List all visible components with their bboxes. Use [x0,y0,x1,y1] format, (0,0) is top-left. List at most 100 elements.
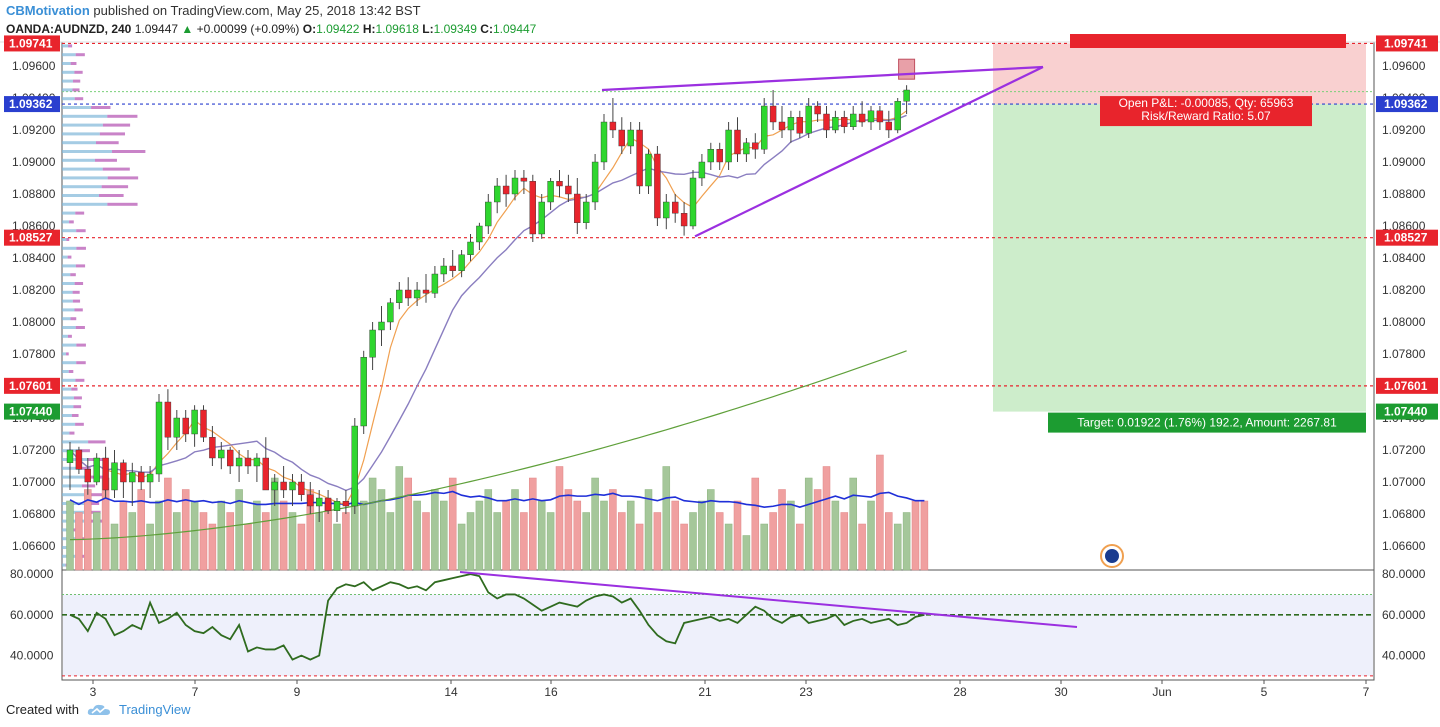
volume-profile-bar [62,97,75,101]
volume-profile-bar [85,510,101,514]
symbol-legend: OANDA:AUDNZD, 240 1.09447 ▲ +0.00099 (+0… [6,22,536,36]
candle-body [111,462,118,491]
volume-bar [190,500,199,571]
volume-profile-bar [75,53,85,57]
candle-body [716,148,723,163]
volume-bar [288,512,297,571]
marker-box [898,58,916,80]
price-tick-label: 1.06600 [1382,539,1426,553]
volume-profile-bar [62,475,88,479]
volume-bar [635,523,644,571]
candle-body [761,105,768,150]
candle-body [663,201,670,219]
candle-body [129,472,136,483]
volume-bar [813,489,822,571]
candle-body [494,185,501,203]
candle-body [867,110,875,123]
volume-bar [653,512,662,571]
volume-bar [671,500,679,571]
volume-bar [368,477,377,571]
volume-profile-bar [62,282,75,285]
candle-body [672,201,679,214]
low-value: 1.09349 [433,22,477,36]
volume-bar [484,489,493,571]
volume-profile-bar [67,334,72,338]
x-tick-label: 30 [1054,685,1068,699]
volume-profile-bar [107,114,138,118]
candle-body [680,212,688,227]
volume-bar [279,500,288,571]
volume-bar [155,500,163,571]
candle-body [235,457,243,467]
volume-profile-bar [62,194,99,197]
candle-body [796,116,803,134]
x-tick-label: 7 [1363,685,1370,699]
rsi-tick-label-left: 40.0000 [10,649,54,663]
volume-bar [395,466,404,571]
target-label-box [1048,412,1366,433]
volume-profile-bar [62,326,76,329]
volume-profile-bar [68,370,74,373]
rsi-tick-label-left: 60.0000 [10,608,54,622]
volume-profile-bar [62,132,100,136]
price-tick-label: 1.08000 [1382,315,1426,329]
volume-bar [849,477,857,571]
price-tick-label: 1.09600 [1382,59,1426,73]
candle-body [520,177,528,182]
volume-profile-bar [62,387,72,391]
price-level-tag-text: 1.07601 [1384,379,1428,393]
volume-bar [920,500,929,571]
volume-profile-bar [75,326,85,329]
volume-bar [804,477,813,571]
volume-profile-bar [62,563,66,567]
candle-body [903,89,910,102]
price-level-tag [1376,229,1438,246]
candle-body [218,449,225,459]
price-level-tag-left [4,35,60,52]
volume-bar [689,512,697,571]
volume-profile-bar [62,167,103,171]
volume-profile-bar [62,422,76,426]
volume-bar [199,512,208,571]
target-text: Target: 0.01922 (1.76%) 192.2, Amount: 2… [1077,416,1337,430]
volume-bar [377,489,386,571]
candle-body [707,148,714,163]
price-change: +0.00099 (+0.09%) [196,22,300,36]
volume-bar [662,466,671,571]
price-tick-label: 1.07200 [1382,443,1426,457]
author-link[interactable]: CBMotivation [6,3,90,18]
volume-bar [911,500,920,571]
volume-bar [493,512,501,571]
volume-bar [555,466,564,571]
volume-profile-bar [62,519,87,523]
long-ma-line [69,350,907,541]
price-level-tag [1376,377,1438,394]
price-chart[interactable]: 1.096001.096001.094001.094001.092001.092… [0,0,1440,700]
volume-bar [644,489,653,571]
volume-profile-bar [71,387,78,391]
price-level-tag-text-left: 1.07440 [9,405,53,419]
price-tick-label: 1.09000 [1382,155,1426,169]
price-tick-label-left: 1.07800 [12,347,56,361]
volume-profile-bar [73,396,82,400]
candle-body [734,129,741,155]
x-tick-label: 23 [799,685,813,699]
candle-body [405,289,412,299]
volume-bar [66,500,74,571]
candle-body [200,409,207,438]
candle-body [894,100,901,131]
rsi-band [63,594,1373,676]
volume-profile-bar [101,185,129,189]
volume-profile-bar [62,70,75,74]
candle-body [823,113,830,131]
candle-body [725,129,732,163]
candle-body [743,142,750,155]
volume-bar [867,500,875,571]
tradingview-brand[interactable]: TradingView [118,702,191,717]
candle-body [342,501,350,507]
volume-profile-bar [99,132,125,136]
volume-bar [582,512,590,571]
volume-profile-bar [70,528,77,532]
volume-bar [244,523,252,571]
volume-profile-bar [62,150,113,153]
